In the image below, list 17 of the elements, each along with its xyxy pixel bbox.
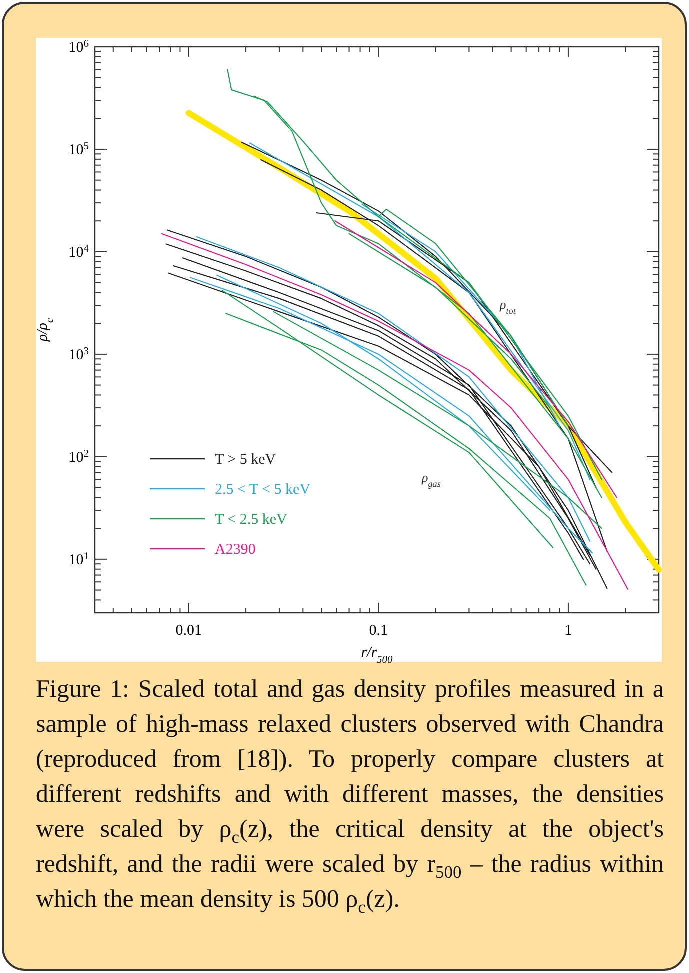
y-tick-label: 10$^{2}$ xyxy=(68,448,89,466)
legend-label: 2.5 < T < 5 keV xyxy=(215,482,311,498)
y-tick-label: 10$^{4}$ xyxy=(68,243,90,261)
x-tick-label: 0.01 xyxy=(176,623,202,639)
annotation: ρ$_{gas}$ xyxy=(421,470,442,489)
y-tick-label: 10$^{1}$ xyxy=(68,550,89,568)
y-tick-label: 10$^{5}$ xyxy=(68,140,89,158)
annotation: ρ$_{tot}$ xyxy=(499,297,516,316)
text: Figure 1: Scaled total and gas density profiles measured in a sample of high-mass relaxed clusters observed with Chandra (reproduced from [18]). To properly compare clusters at different redshifts and with different masses, the densities were scaled by ρ$_{c}$(z), the critical density at the object's redshift, and the radii were scaled by r$_{500}$ – the radius within which the mean density is 500 ρ$_{c}$(z). xyxy=(36,676,664,917)
legend-label: A2390 xyxy=(215,542,256,558)
x-tick-label: 0.1 xyxy=(369,623,388,639)
y-tick-label: 10$^{3}$ xyxy=(68,346,89,364)
legend-label: T > 5 keV xyxy=(215,452,276,468)
y-tick-label: 10$^{6}$ xyxy=(68,38,89,56)
legend-label: T < 2.5 keV xyxy=(215,512,288,528)
x-axis-title: r/r$_{500}$ xyxy=(361,645,394,666)
x-tick-label: 1 xyxy=(564,623,572,639)
